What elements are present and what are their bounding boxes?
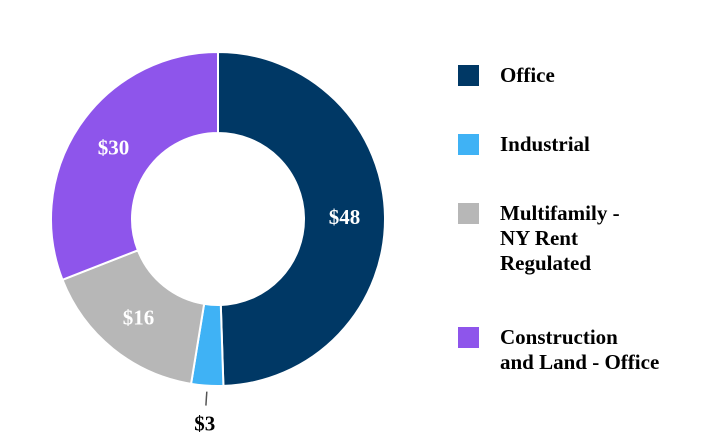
legend-swatch-multifamily (458, 203, 479, 224)
legend-label-industrial: Industrial (500, 132, 590, 156)
legend-swatch-construction (458, 327, 479, 348)
donut-chart: $48 $3 $16 $30 (50, 50, 386, 436)
data-label-office: $48 (329, 205, 361, 229)
data-label-construction-and-land-office: $30 (98, 136, 130, 160)
legend-label-construction: Construction and Land - Office (500, 325, 660, 374)
slice-multifamily-ny-rent-regulated (61, 249, 206, 385)
leader-line-industrial (205, 391, 208, 406)
data-label-industrial: $3 (194, 412, 215, 436)
slice-construction-and-land-office (50, 50, 219, 282)
legend-swatch-office (458, 65, 479, 86)
data-label-multifamily-ny-rent-regulated: $16 (123, 305, 155, 329)
slice-office (217, 50, 386, 387)
legend-label-office: Office (500, 63, 555, 87)
legend-swatch-industrial (458, 134, 479, 155)
legend-label-multifamily: Multifamily - NY Rent Regulated (500, 201, 620, 275)
